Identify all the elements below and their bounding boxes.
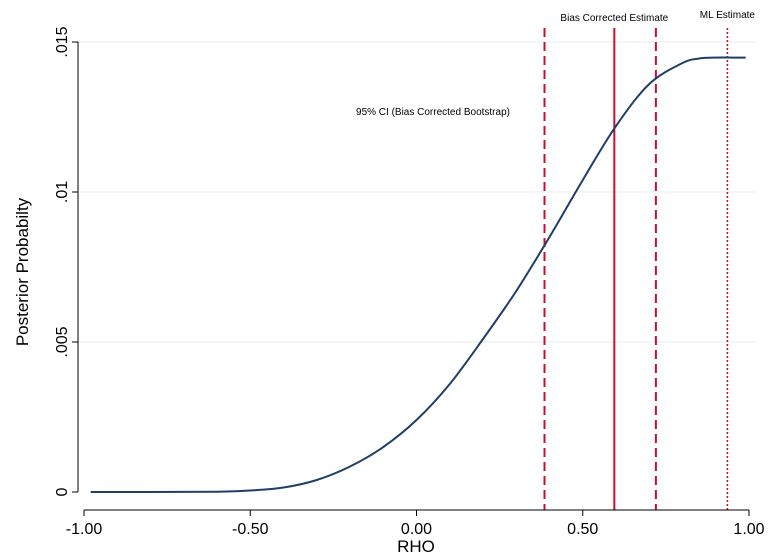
y-tick-label-3: .015	[54, 26, 71, 57]
gridlines	[78, 41, 756, 343]
series-line	[90, 56, 746, 494]
reference-lines	[543, 28, 729, 510]
y-tick-label-1: .005	[54, 326, 71, 357]
x-tick-label-0: -1.00	[66, 521, 103, 538]
axes: 0 .005 .01 .015 -1.00 -0.50 0.00 0.50 1.00	[54, 26, 765, 538]
y-tick-label-0: 0	[54, 487, 71, 496]
x-tick-label-3: 0.50	[567, 521, 598, 538]
annotation-2: 95% CI (Bias Corrected Bootstrap)	[356, 107, 510, 118]
x-axis-title: RHO	[397, 537, 435, 556]
annotation-0: Bias Corrected Estimate	[560, 13, 668, 24]
x-tick-label-2: 0.00	[401, 521, 432, 538]
x-tick-label-1: -0.50	[232, 521, 269, 538]
y-axis-title: Posterior Probabilty	[13, 197, 32, 346]
annotation-1: ML Estimate	[700, 10, 756, 21]
x-tick-label-4: 1.00	[733, 521, 764, 538]
annotations: Bias Corrected Estimate ML Estimate 95% CI…	[356, 10, 755, 118]
y-tick-label-2: .01	[54, 181, 71, 203]
